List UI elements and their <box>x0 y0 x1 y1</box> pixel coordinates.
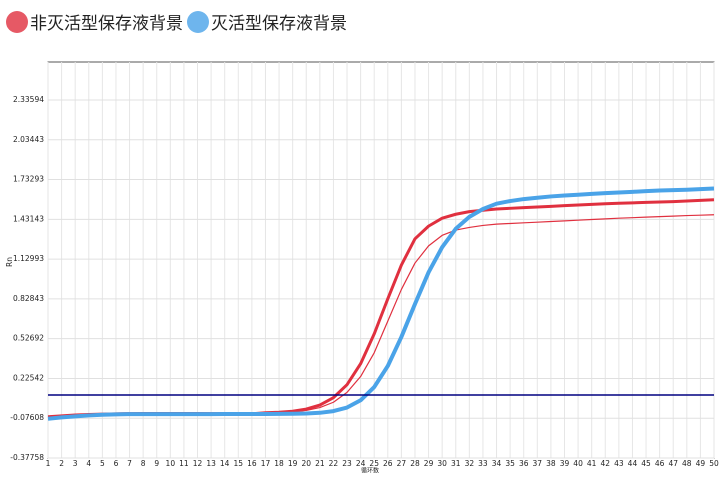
legend-label: 灭活型保存液背景 <box>211 14 347 34</box>
x-tick-label: 5 <box>100 459 105 468</box>
x-tick-label: 39 <box>560 459 570 468</box>
x-tick-label: 26 <box>383 459 393 468</box>
x-tick-label: 35 <box>505 459 515 468</box>
y-tick-label: 0.82843 <box>13 294 44 303</box>
x-tick-label: 42 <box>600 459 610 468</box>
y-tick-label: 0.52692 <box>13 334 44 343</box>
x-tick-label: 17 <box>261 459 271 468</box>
y-tick-label: -0.37758 <box>10 453 44 462</box>
x-tick-label: 48 <box>682 459 692 468</box>
x-tick-label: 40 <box>573 459 583 468</box>
x-tick-label: 46 <box>655 459 665 468</box>
x-tick-label: 28 <box>410 459 420 468</box>
x-axis-label: 循环数 <box>361 467 379 475</box>
y-tick-label: -0.07608 <box>10 413 44 422</box>
x-tick-label: 30 <box>437 459 447 468</box>
x-tick-label: 44 <box>628 459 638 468</box>
x-tick-label: 31 <box>451 459 461 468</box>
x-tick-label: 21 <box>315 459 325 468</box>
y-tick-label: 1.43143 <box>13 214 44 223</box>
legend-marker <box>187 11 209 33</box>
x-tick-label: 23 <box>342 459 352 468</box>
x-tick-label: 22 <box>329 459 339 468</box>
x-tick-label: 6 <box>114 459 119 468</box>
x-tick-label: 25 <box>369 459 379 468</box>
y-tick-label: 2.03443 <box>13 135 44 144</box>
x-tick-label: 16 <box>247 459 257 468</box>
x-tick-label: 11 <box>179 459 189 468</box>
x-tick-label: 10 <box>166 459 176 468</box>
x-tick-label: 41 <box>587 459 597 468</box>
x-tick-label: 47 <box>668 459 678 468</box>
x-tick-label: 34 <box>492 459 502 468</box>
plot-area <box>47 61 715 459</box>
x-tick-label: 4 <box>86 459 91 468</box>
x-tick-label: 32 <box>465 459 475 468</box>
x-tick-label: 3 <box>73 459 78 468</box>
y-tick-label: 0.22542 <box>13 373 44 382</box>
x-tick-label: 2 <box>59 459 64 468</box>
x-tick-label: 15 <box>234 459 244 468</box>
y-tick-label: 1.73293 <box>13 175 44 184</box>
x-tick-label: 36 <box>519 459 529 468</box>
data-line <box>47 186 715 421</box>
x-tick-label: 43 <box>614 459 624 468</box>
x-tick-label: 29 <box>424 459 434 468</box>
x-tick-label: 12 <box>193 459 203 468</box>
x-tick-label: 9 <box>154 459 159 468</box>
x-tick-label: 13 <box>206 459 216 468</box>
y-axis-label: Rn <box>5 257 14 267</box>
x-tick-label: 19 <box>288 459 298 468</box>
x-tick-label: 18 <box>274 459 284 468</box>
x-tick-label: 33 <box>478 459 488 468</box>
x-tick-label: 20 <box>301 459 311 468</box>
x-tick-label: 38 <box>546 459 556 468</box>
x-tick-label: 45 <box>641 459 651 468</box>
x-tick-label: 7 <box>127 459 132 468</box>
y-tick-label: 2.33594 <box>13 95 44 104</box>
x-tick-label: 14 <box>220 459 230 468</box>
legend-marker <box>6 11 28 33</box>
x-tick-label: 37 <box>533 459 543 468</box>
x-tick-label: 50 <box>709 459 719 468</box>
x-tick-label: 1 <box>46 459 51 468</box>
legend-label: 非灭活型保存液背景 <box>30 14 183 34</box>
x-tick-label: 49 <box>696 459 706 468</box>
x-tick-label: 24 <box>356 459 366 468</box>
y-tick-label: 1.12993 <box>13 254 44 263</box>
x-tick-label: 8 <box>141 459 146 468</box>
x-tick-label: 27 <box>397 459 407 468</box>
